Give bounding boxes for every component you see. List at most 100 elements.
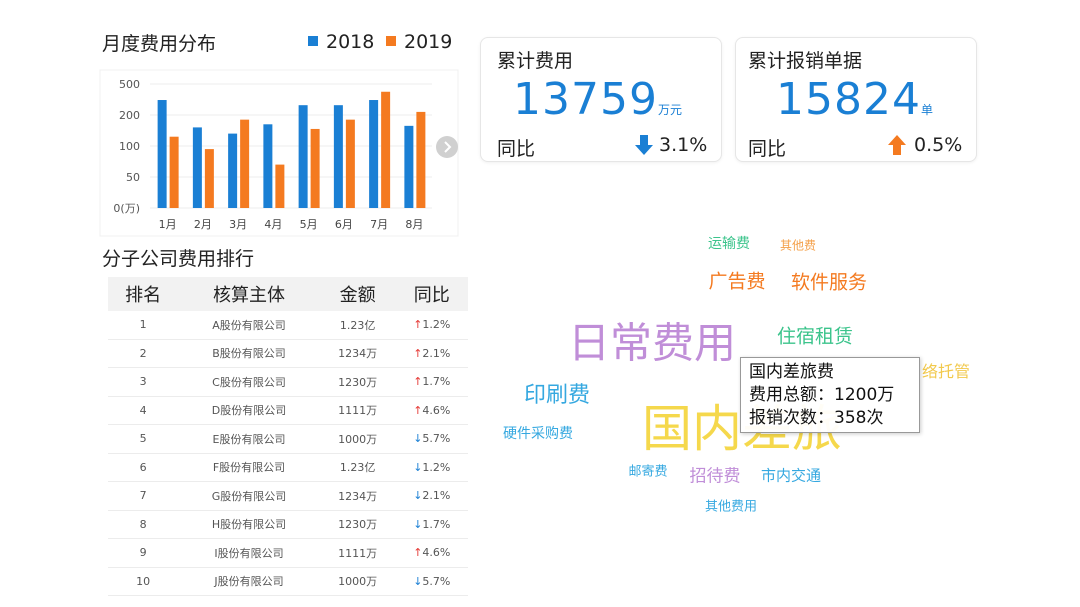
legend-swatch	[308, 36, 318, 46]
table-row: 6 F股份有限公司 1.23亿 ↓1.2%	[108, 453, 468, 482]
table-cell: I股份有限公司	[178, 538, 320, 568]
kpi-compare-label: 同比	[497, 138, 536, 160]
change-text: 1.7%	[422, 375, 451, 389]
change-text: 1.2%	[422, 460, 451, 474]
table-cell: 1	[108, 311, 179, 340]
header-row: 排名 核算主体 金额 同比	[108, 277, 468, 311]
change-text: 1.7%	[422, 517, 451, 531]
table-cell: ↓2.1%	[395, 481, 468, 511]
tooltip-line: 报销次数：358次	[749, 408, 884, 428]
table-cell: 1000万	[319, 567, 396, 596]
table-cell: ↑4.6%	[395, 396, 468, 425]
bar	[240, 119, 250, 208]
bar	[169, 136, 179, 208]
table-cell: 2	[108, 339, 179, 368]
x-tick-label: 8月	[405, 218, 423, 231]
table-cell: 1111万	[319, 538, 396, 568]
cloud-word: 市内交通	[760, 466, 822, 485]
table-row: 8 H股份有限公司 1230万 ↓1.7%	[108, 510, 468, 539]
x-tick-label: 1月	[159, 218, 177, 231]
kpi-unit: 单	[920, 103, 933, 117]
y-tick-label: 0(万)	[113, 202, 140, 215]
bar	[275, 164, 285, 208]
table-cell: 7	[108, 481, 179, 511]
table-cell: C股份有限公司	[178, 367, 320, 397]
change-text: 2.1%	[422, 489, 451, 503]
table-cell: D股份有限公司	[178, 396, 320, 425]
bar	[157, 100, 167, 208]
bar	[381, 91, 391, 208]
change-text: 4.6%	[422, 403, 451, 417]
x-tick-label: 6月	[335, 218, 353, 231]
bar	[310, 128, 320, 208]
header-cell: 同比	[395, 277, 468, 311]
bar	[204, 149, 214, 208]
bar	[333, 105, 343, 208]
kpi-card: 累计报销单据 15824单 同比 0.5%	[735, 37, 977, 162]
x-tick-label: 2月	[194, 218, 212, 231]
kpi-card: 累计费用 13759万元 同比 3.1%	[480, 37, 722, 162]
cloud-word: 硬件采购费	[503, 426, 573, 442]
table-cell: ↓1.7%	[395, 510, 468, 539]
table-cell: ↑4.6%	[395, 538, 468, 568]
cloud-word: 日常费用	[567, 318, 737, 368]
legend-label: 2018	[326, 31, 374, 53]
bar	[416, 111, 426, 208]
table-cell: 3	[108, 367, 179, 397]
table-cell: 1234万	[319, 481, 396, 511]
chart-title: 月度费用分布	[102, 33, 217, 55]
scroll-arrow	[444, 141, 452, 153]
bar	[298, 105, 308, 208]
table-cell: 9	[108, 538, 179, 568]
table-row: 10 J股份有限公司 1000万 ↓5.7%	[108, 567, 468, 596]
down-arrow: ↓	[413, 460, 423, 474]
table-cell: 1230万	[319, 510, 396, 539]
cloud-word: 邮寄费	[628, 464, 668, 480]
table-cell: 4	[108, 396, 179, 425]
kpi-title: 累计费用	[497, 50, 574, 72]
table-cell: 10	[108, 567, 179, 596]
y-tick-label: 50	[126, 171, 140, 184]
tooltip-line: 费用总额：1200万	[749, 385, 895, 405]
down-arrow: ↓	[413, 574, 423, 588]
table-cell: 1.23亿	[319, 311, 396, 340]
cloud-word: 其他费	[779, 238, 817, 253]
table-cell: 1111万	[319, 396, 396, 425]
kpi-unit: 万元	[657, 103, 682, 117]
table-cell: ↑1.7%	[395, 367, 468, 397]
table-row: 5 E股份有限公司 1000万 ↓5.7%	[108, 424, 468, 454]
cloud-word: 络托管	[921, 362, 971, 381]
table-cell: J股份有限公司	[178, 567, 320, 596]
down-arrow	[635, 135, 653, 155]
table-cell: 1230万	[319, 367, 396, 397]
ranking-table: 排名 核算主体 金额 同比 1 A股份有限公司 1.23亿 ↑1.2% 2 B股份有限公司 1234…	[108, 277, 468, 596]
kpi-value-wrap: 15824单	[776, 74, 933, 125]
kpi-value: 13759	[513, 74, 658, 125]
table-cell: 6	[108, 453, 179, 482]
x-tick-label: 5月	[300, 218, 318, 231]
bar	[263, 124, 273, 208]
table-cell: 5	[108, 424, 179, 454]
table-cell: E股份有限公司	[178, 424, 320, 454]
scroll-button	[436, 136, 458, 158]
x-tick-label: 7月	[370, 218, 388, 231]
plot-panel	[99, 69, 459, 237]
table-row: 9 I股份有限公司 1111万 ↑4.6%	[108, 538, 468, 568]
table-cell: B股份有限公司	[178, 339, 320, 368]
kpi-value: 15824	[776, 74, 921, 125]
change-text: 5.7%	[422, 574, 451, 588]
legend-swatch	[386, 36, 396, 46]
table-row: 3 C股份有限公司 1230万 ↑1.7%	[108, 367, 468, 397]
bar	[369, 100, 379, 208]
change-text: 4.6%	[422, 546, 451, 560]
down-arrow: ↓	[413, 517, 423, 531]
cloud-word: 其他费用	[704, 499, 758, 515]
down-arrow: ↓	[413, 432, 423, 446]
cloud-word: 住宿租赁	[776, 325, 854, 348]
change-text: 1.2%	[422, 318, 451, 332]
table-cell: 8	[108, 510, 179, 539]
up-arrow: ↑	[413, 318, 423, 332]
table-cell: ↓5.7%	[395, 567, 468, 596]
table-row: 7 G股份有限公司 1234万 ↓2.1%	[108, 481, 468, 511]
kpi-change: 3.1%	[659, 134, 708, 156]
